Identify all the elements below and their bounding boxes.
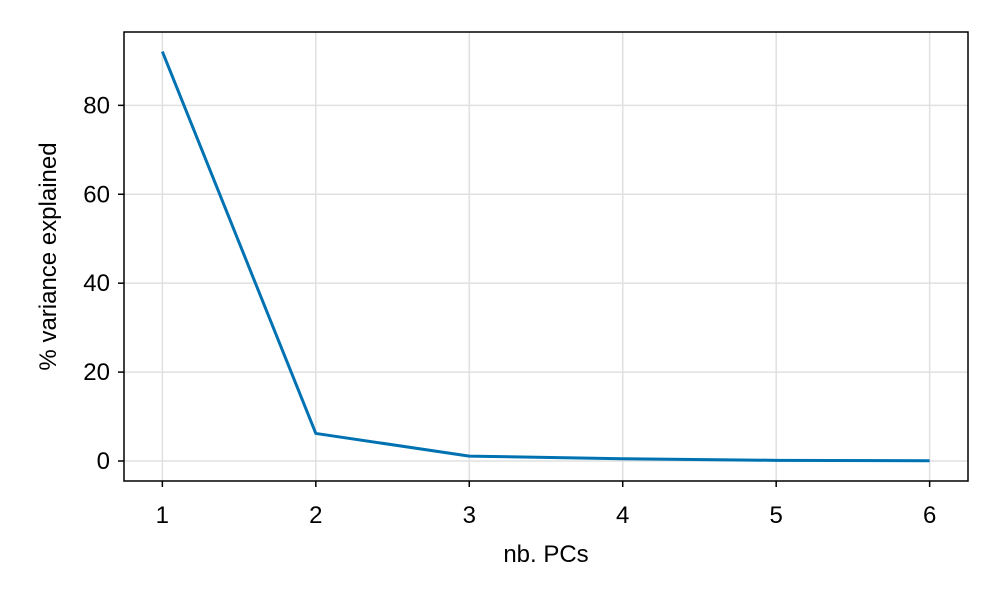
x-tick-label-2: 2	[309, 502, 322, 529]
data-point-6	[928, 459, 932, 463]
grid-lines	[124, 32, 968, 481]
series-line-0	[160, 51, 930, 463]
x-axis-title: nb. PCs	[503, 541, 588, 568]
data-point-1	[160, 50, 164, 54]
x-tick-label-5: 5	[770, 502, 783, 529]
y-tick-label-80: 80	[83, 92, 110, 119]
data-point-3	[467, 454, 471, 458]
y-tick-label-40: 40	[83, 270, 110, 297]
x-tick-label-4: 4	[616, 502, 629, 529]
y-tick-label-0: 0	[97, 448, 110, 475]
y-tick-label-20: 20	[83, 359, 110, 386]
data-point-4	[621, 457, 625, 461]
plot-area-frame	[123, 31, 969, 482]
x-tick-label-1: 1	[156, 502, 169, 529]
y-axis-title: % variance explained	[35, 142, 62, 370]
y-tick-label-60: 60	[83, 181, 110, 208]
x-tick-label-3: 3	[463, 502, 476, 529]
data-point-2	[314, 431, 318, 435]
x-tick-label-6: 6	[923, 502, 936, 529]
data-point-5	[774, 458, 778, 462]
series-layer	[160, 50, 932, 463]
